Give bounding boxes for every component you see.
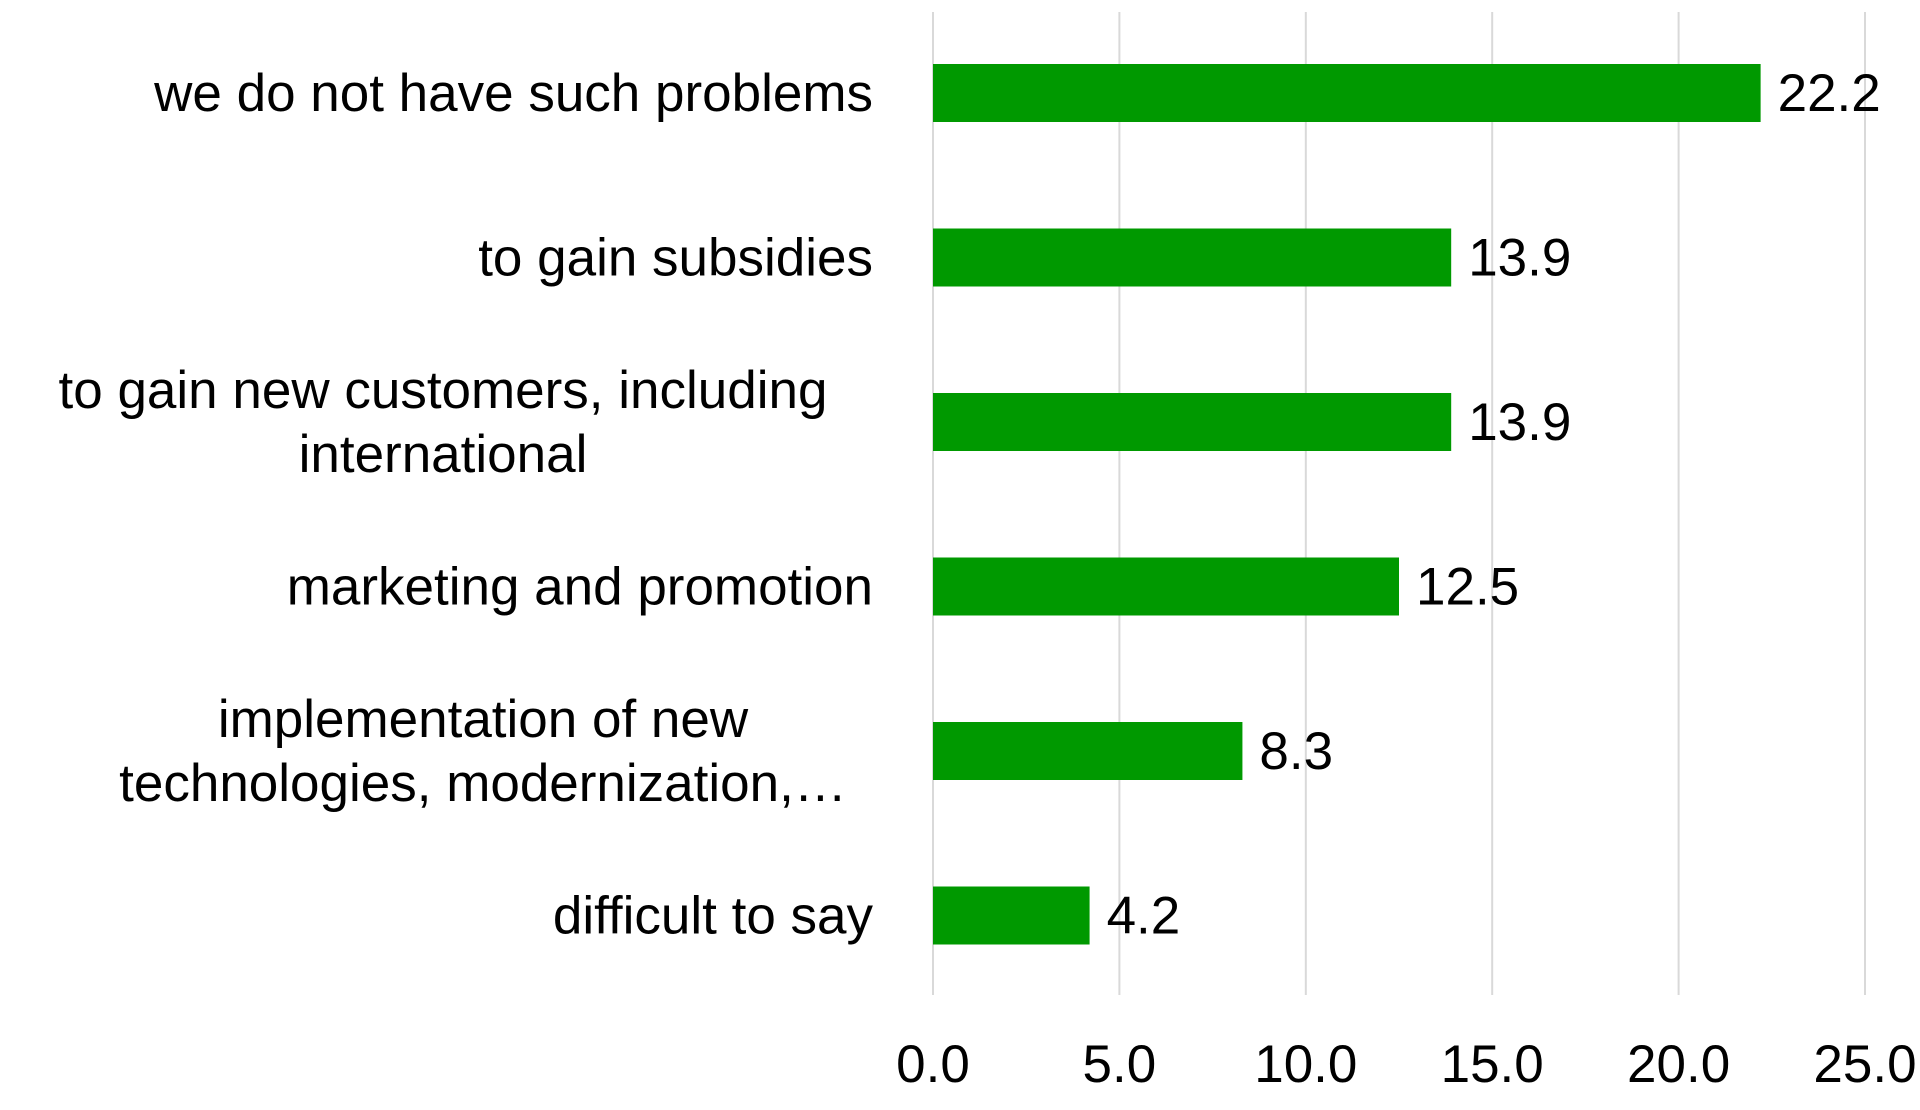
bar-value-label: 8.3	[1259, 722, 1333, 781]
category-label: we do not have such problems	[153, 64, 873, 123]
category-label: implementation of new	[218, 690, 749, 749]
category-label: difficult to say	[553, 887, 874, 946]
x-tick-label: 15.0	[1441, 1035, 1544, 1094]
bar-value-label: 13.9	[1468, 393, 1571, 452]
bar-value-label: 4.2	[1107, 887, 1181, 946]
bar	[933, 557, 1399, 616]
x-tick-label: 10.0	[1254, 1035, 1357, 1094]
bar	[933, 393, 1452, 451]
x-axis-tick-labels: 0.0 5.0 10.0 15.0 20.0 25.0	[896, 1035, 1916, 1094]
bar-value-label: 12.5	[1416, 558, 1519, 617]
bar-value-label: 22.2	[1778, 64, 1881, 123]
bar	[933, 228, 1452, 287]
x-tick-label: 20.0	[1627, 1035, 1730, 1094]
category-label: marketing and promotion	[287, 558, 873, 617]
x-tick-label: 25.0	[1813, 1035, 1916, 1094]
bar-value-label: 13.9	[1468, 229, 1571, 288]
bars	[933, 64, 1761, 945]
gridlines	[932, 12, 1866, 995]
category-label: to gain new customers, including	[59, 361, 828, 420]
bar	[933, 64, 1761, 122]
value-labels: 22.2 13.9 13.9 12.5 8.3 4.2	[1107, 64, 1881, 946]
x-tick-label: 0.0	[896, 1035, 970, 1094]
x-tick-label: 5.0	[1083, 1035, 1157, 1094]
category-label: international	[299, 425, 588, 484]
bar	[933, 722, 1243, 780]
bar	[933, 886, 1090, 945]
category-labels: we do not have such problems to gain subs…	[59, 64, 874, 946]
category-label: to gain subsidies	[478, 229, 873, 288]
category-label: technologies, modernization,…	[119, 754, 847, 813]
